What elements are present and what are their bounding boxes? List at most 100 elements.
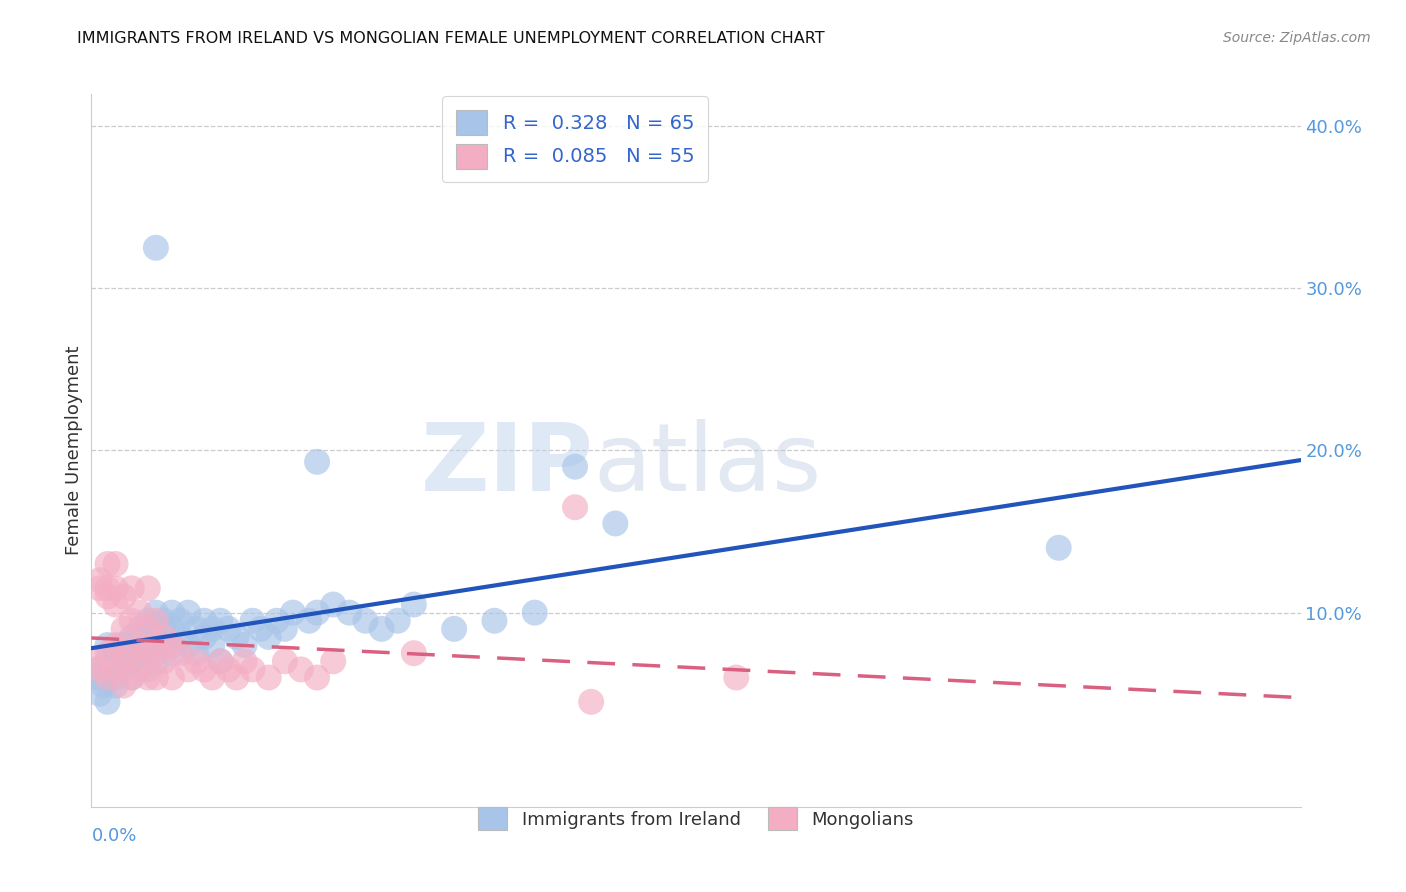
Point <box>112 590 135 604</box>
Point <box>201 622 224 636</box>
Point <box>145 241 167 255</box>
Point <box>96 654 118 668</box>
Point <box>96 582 118 596</box>
Point <box>121 582 143 596</box>
Point <box>160 671 183 685</box>
Point <box>112 638 135 652</box>
Point <box>307 671 329 685</box>
Point <box>104 598 127 612</box>
Point <box>153 638 176 652</box>
Point <box>201 671 224 685</box>
Point <box>112 679 135 693</box>
Text: 0.0%: 0.0% <box>91 827 136 846</box>
Point <box>84 662 107 676</box>
Point <box>89 573 111 587</box>
Point <box>153 630 176 644</box>
Point <box>523 606 546 620</box>
Point <box>186 622 208 636</box>
Point <box>93 679 115 693</box>
Point <box>209 654 232 668</box>
Text: atlas: atlas <box>593 418 821 511</box>
Point <box>564 459 586 474</box>
Point <box>387 614 409 628</box>
Point <box>233 654 256 668</box>
Point <box>145 671 167 685</box>
Point <box>128 646 150 660</box>
Point <box>112 662 135 676</box>
Point <box>136 622 159 636</box>
Point <box>84 654 107 668</box>
Point <box>136 662 159 676</box>
Point <box>121 671 143 685</box>
Point <box>104 646 127 660</box>
Point <box>89 582 111 596</box>
Point <box>290 662 312 676</box>
Text: IMMIGRANTS FROM IRELAND VS MONGOLIAN FEMALE UNEMPLOYMENT CORRELATION CHART: IMMIGRANTS FROM IRELAND VS MONGOLIAN FEM… <box>77 31 825 46</box>
Point <box>225 671 247 685</box>
Point <box>104 662 127 676</box>
Point <box>193 630 215 644</box>
Point <box>128 622 150 636</box>
Point <box>160 606 183 620</box>
Point <box>354 614 377 628</box>
Point <box>307 455 329 469</box>
Point <box>128 606 150 620</box>
Point <box>89 662 111 676</box>
Point <box>96 646 118 660</box>
Point <box>160 622 183 636</box>
Point <box>307 606 329 620</box>
Point <box>242 614 264 628</box>
Point <box>605 516 627 531</box>
Point <box>145 646 167 660</box>
Point <box>186 654 208 668</box>
Point <box>266 614 288 628</box>
Point <box>186 646 208 660</box>
Point <box>201 638 224 652</box>
Point <box>177 638 200 652</box>
Point <box>484 614 506 628</box>
Point <box>274 654 297 668</box>
Point <box>257 630 280 644</box>
Point <box>281 606 304 620</box>
Point <box>274 622 297 636</box>
Point <box>89 671 111 685</box>
Point <box>402 598 425 612</box>
Point <box>136 582 159 596</box>
Point <box>257 671 280 685</box>
Point <box>145 630 167 644</box>
Point <box>96 671 118 685</box>
Point <box>104 557 127 571</box>
Point <box>128 638 150 652</box>
Point <box>136 646 159 660</box>
Point <box>209 614 232 628</box>
Point <box>128 662 150 676</box>
Point <box>136 638 159 652</box>
Point <box>121 671 143 685</box>
Point <box>112 654 135 668</box>
Point <box>564 500 586 515</box>
Point <box>1047 541 1070 555</box>
Point <box>443 622 465 636</box>
Point <box>145 606 167 620</box>
Point <box>121 614 143 628</box>
Point <box>193 614 215 628</box>
Point <box>217 662 239 676</box>
Point <box>121 654 143 668</box>
Point <box>402 646 425 660</box>
Point <box>96 695 118 709</box>
Point <box>193 662 215 676</box>
Point <box>298 614 321 628</box>
Point <box>145 614 167 628</box>
Point <box>233 638 256 652</box>
Point <box>136 671 159 685</box>
Point <box>242 662 264 676</box>
Point <box>337 606 360 620</box>
Point <box>169 614 191 628</box>
Point <box>160 638 183 652</box>
Point <box>217 622 239 636</box>
Point <box>579 695 602 709</box>
Point <box>177 662 200 676</box>
Point <box>169 630 191 644</box>
Text: Source: ZipAtlas.com: Source: ZipAtlas.com <box>1223 31 1371 45</box>
Point <box>96 557 118 571</box>
